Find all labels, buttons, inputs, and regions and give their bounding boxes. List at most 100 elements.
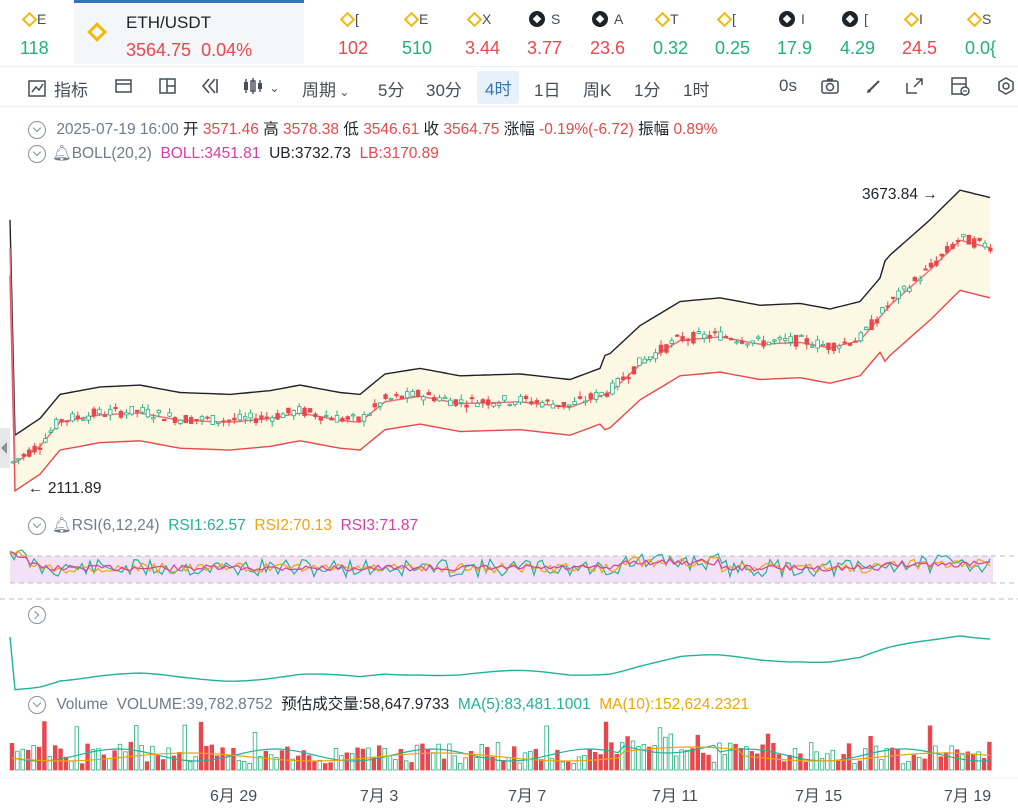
candle-body bbox=[129, 405, 134, 415]
candle-body bbox=[685, 338, 691, 342]
volume-bar bbox=[792, 748, 798, 771]
candle-body bbox=[81, 418, 86, 421]
candle-body bbox=[912, 277, 917, 282]
ticker-symbol: [ bbox=[355, 11, 359, 27]
candle-body bbox=[394, 394, 399, 397]
candle-body bbox=[140, 407, 145, 413]
candle-body bbox=[707, 334, 712, 339]
volume-bar bbox=[85, 743, 90, 771]
candle-body bbox=[734, 341, 739, 344]
bell-icon[interactable]: 🔔︎ bbox=[52, 517, 72, 534]
volume-bar bbox=[452, 755, 457, 771]
candle-body bbox=[761, 340, 766, 347]
pencil-icon[interactable] bbox=[864, 76, 884, 96]
volume-bar bbox=[679, 749, 684, 771]
interval-30m[interactable]: 30分 bbox=[426, 81, 462, 100]
bell-icon[interactable]: 🔔︎ bbox=[52, 145, 72, 162]
interval-1w[interactable]: 周K bbox=[583, 81, 612, 100]
volume-bar bbox=[582, 754, 587, 771]
volume-bar bbox=[609, 742, 614, 771]
candle-body bbox=[145, 408, 151, 418]
x-axis-label: 7月 19 bbox=[944, 788, 992, 805]
volume-bar bbox=[225, 755, 231, 771]
collapse-icon[interactable] bbox=[28, 516, 46, 535]
candle-body bbox=[696, 331, 701, 334]
volume-bar bbox=[890, 747, 895, 771]
volume-bar bbox=[490, 756, 495, 771]
boll-band-fill bbox=[10, 190, 990, 491]
indicator-expand[interactable] bbox=[28, 606, 52, 624]
volume-bar bbox=[566, 761, 571, 771]
candle-body bbox=[880, 307, 885, 314]
candle-body bbox=[766, 341, 772, 346]
indicators-button[interactable]: 指标 bbox=[28, 76, 88, 101]
expand-icon[interactable] bbox=[28, 606, 46, 624]
settings-icon[interactable] bbox=[996, 76, 1016, 96]
x-axis-label: 6月 29 bbox=[210, 788, 258, 805]
candle-body bbox=[426, 392, 431, 396]
layout-icon[interactable] bbox=[158, 76, 178, 96]
candle-body bbox=[869, 319, 874, 331]
candle-body bbox=[853, 340, 858, 343]
candle-body bbox=[604, 392, 610, 397]
candle-body bbox=[934, 260, 939, 266]
candle-body bbox=[318, 416, 323, 421]
candle-body bbox=[215, 421, 221, 424]
volume-bar bbox=[36, 746, 42, 771]
volume-bar bbox=[430, 752, 436, 771]
volume-bar bbox=[971, 753, 976, 771]
candle-body bbox=[113, 407, 118, 410]
candle-body bbox=[783, 338, 788, 341]
active-ticker-tab[interactable]: ETH/USDT 3564.75 0.04% bbox=[74, 0, 304, 64]
period-dropdown[interactable]: 周期 ⌄ bbox=[302, 81, 350, 100]
volume-bar bbox=[544, 725, 549, 771]
expand-icon[interactable] bbox=[905, 76, 925, 96]
interval-4h[interactable]: 4时 bbox=[477, 71, 520, 104]
collapse-icon[interactable] bbox=[28, 120, 46, 139]
interval-5m[interactable]: 5分 bbox=[378, 81, 405, 100]
candle-body bbox=[356, 416, 361, 422]
volume-bar bbox=[879, 759, 884, 771]
candle-body bbox=[329, 417, 334, 421]
interval-1m[interactable]: 1分 bbox=[634, 81, 661, 100]
candle-body bbox=[269, 417, 275, 422]
candle-body bbox=[350, 414, 356, 417]
candle-body bbox=[296, 406, 302, 414]
volume-bar bbox=[506, 757, 511, 771]
volume-bar bbox=[803, 761, 808, 771]
collapse-icon[interactable] bbox=[28, 695, 46, 714]
replay-icon[interactable] bbox=[200, 76, 220, 96]
volume-bar bbox=[403, 760, 409, 771]
interval-1h[interactable]: 1时 bbox=[683, 81, 710, 100]
candle-body bbox=[680, 336, 685, 342]
volume-bar bbox=[414, 744, 420, 771]
volume-bar bbox=[906, 761, 911, 771]
candle-body bbox=[939, 253, 944, 257]
countdown-label: 0s bbox=[779, 76, 797, 95]
collapse-left-handle[interactable] bbox=[0, 428, 10, 468]
ticker-value: 0.32 bbox=[653, 38, 689, 58]
interval-1d[interactable]: 1日 bbox=[534, 81, 561, 100]
rsi-line bbox=[9, 549, 991, 575]
candle-body bbox=[388, 397, 394, 400]
candle-body bbox=[161, 418, 167, 422]
calendar-icon[interactable] bbox=[114, 76, 134, 96]
volume-bar bbox=[825, 753, 830, 771]
ticker-symbol: I bbox=[919, 11, 923, 27]
ticker-symbol: [ bbox=[732, 11, 736, 27]
layout-settings-icon[interactable] bbox=[950, 76, 970, 96]
volume-bar bbox=[47, 756, 52, 771]
camera-icon[interactable] bbox=[820, 76, 840, 96]
candle-type-dropdown[interactable]: ⌄ bbox=[242, 76, 279, 97]
collapse-icon[interactable] bbox=[28, 144, 46, 163]
volume-bar bbox=[647, 746, 652, 771]
volume-bar bbox=[933, 745, 938, 771]
candle-body bbox=[367, 413, 372, 416]
candle-body bbox=[626, 377, 631, 380]
volume-bar bbox=[965, 751, 970, 771]
candle-body bbox=[702, 333, 707, 339]
ticker-value: 17.9 bbox=[777, 38, 813, 58]
volume-bar bbox=[522, 752, 528, 771]
volume-bar bbox=[625, 736, 630, 771]
